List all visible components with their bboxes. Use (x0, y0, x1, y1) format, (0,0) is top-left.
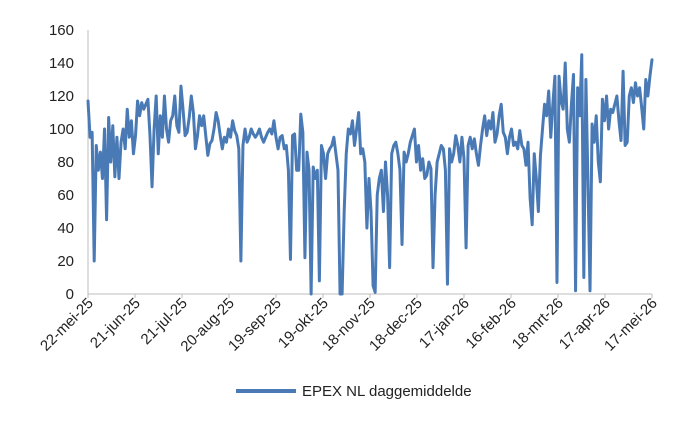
y-tick-label: 0 (66, 286, 74, 303)
series-layer (86, 53, 654, 296)
series-line-1 (86, 53, 654, 296)
y-tick-label: 20 (57, 253, 74, 270)
legend: EPEX NL daggemiddelde (236, 383, 472, 400)
y-tick-label: 120 (49, 88, 74, 105)
y-tick-label: 160 (49, 22, 74, 39)
y-tick-label: 80 (57, 154, 74, 171)
legend-label: EPEX NL daggemiddelde (302, 383, 472, 400)
y-tick-label: 140 (49, 55, 74, 72)
y-tick-labels: 0 20 40 60 80 100 120 140 160 (49, 22, 74, 303)
y-tick-label: 60 (57, 187, 74, 204)
x-tick-label: 22-mei-25 (37, 295, 97, 355)
x-axis: 22-mei-2521-jun-2521-jul-2520-aug-2519-s… (37, 293, 661, 355)
x-tick-label: 21-jun-25 (87, 295, 144, 352)
y-tick-label: 40 (57, 220, 74, 237)
y-axis: 0 20 40 60 80 100 120 140 160 (49, 22, 89, 303)
y-tick-label: 100 (49, 121, 74, 138)
x-tick-labels: 22-mei-2521-jun-2521-jul-2520-aug-2519-s… (37, 294, 661, 355)
